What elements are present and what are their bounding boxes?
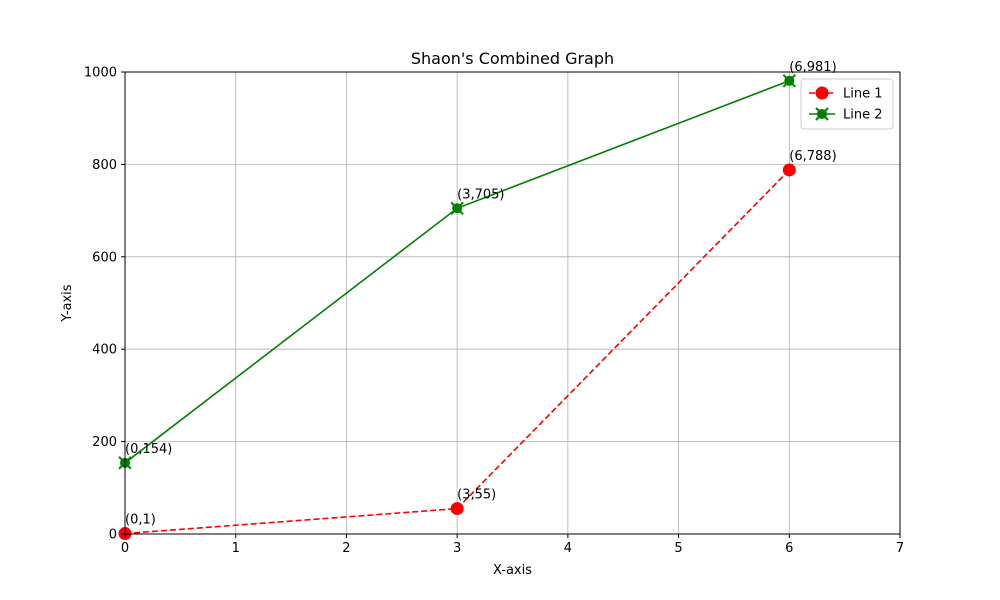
y-tick-label: 0	[109, 528, 117, 543]
x-tick-label: 6	[785, 541, 793, 556]
y-tick-label: 200	[92, 435, 117, 450]
grid-lines	[124, 71, 901, 535]
data-label: (0,1)	[125, 513, 156, 528]
data-point	[782, 74, 796, 88]
series-2: (0,154) (3,705) (6,981)	[118, 60, 837, 470]
chart-title: Shaon's Combined Graph	[411, 49, 614, 68]
axis-ticks: 0 1 2 3 4 5 6 7 0 200 400 600 800 1000	[84, 66, 904, 557]
x-tick-label: 4	[564, 541, 572, 556]
y-tick-label: 800	[92, 158, 117, 173]
marker-fill	[784, 75, 795, 86]
y-tick-label: 600	[92, 250, 117, 265]
x-tick-label: 5	[674, 541, 682, 556]
legend-marker-1	[815, 86, 829, 100]
x-tick-label: 7	[896, 541, 904, 556]
data-point	[450, 201, 464, 215]
legend: Line 1 Line 2	[800, 78, 894, 130]
data-point	[450, 502, 464, 516]
legend-label-1: Line 1	[843, 87, 883, 102]
legend-marker-2	[815, 107, 829, 121]
x-tick-label: 0	[121, 541, 129, 556]
x-axis-label: X-axis	[493, 563, 532, 578]
plot-area-frame	[124, 71, 901, 535]
data-label: (0,154)	[125, 442, 172, 457]
x-tick-label: 1	[232, 541, 240, 556]
data-label: (6,788)	[789, 149, 836, 164]
y-tick-label: 400	[92, 343, 117, 358]
x-tick-label: 2	[342, 541, 350, 556]
data-point	[782, 163, 796, 177]
data-label: (3,705)	[457, 187, 504, 202]
series-group: (0,1) (3,55) (6,788) (0,154) (3,705) (6,981)	[118, 60, 837, 541]
data-label: (6,981)	[789, 60, 836, 75]
data-label: (3,55)	[457, 488, 496, 503]
marker-fill	[452, 203, 463, 214]
legend-label-2: Line 2	[843, 108, 883, 123]
marker-fill	[817, 109, 827, 119]
series-1: (0,1) (3,55) (6,788)	[118, 149, 837, 541]
y-tick-label: 1000	[84, 66, 117, 81]
x-tick-label: 3	[453, 541, 461, 556]
y-axis-label: Y-axis	[60, 284, 75, 322]
